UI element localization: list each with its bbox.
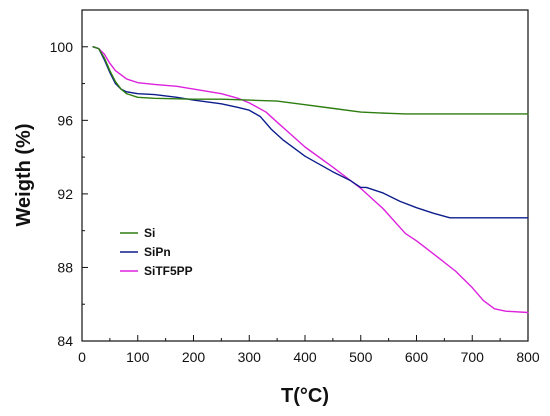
y-tick-label: 100: [50, 39, 74, 55]
axis-ticks: 0 100 200 300 400 500 600 700 800 84 88 92 96 100: [50, 39, 540, 365]
legend-label: Si: [144, 226, 155, 240]
x-tick-label: 400: [293, 349, 317, 365]
legend-label: SiTF5PP: [144, 264, 193, 278]
y-tick-label: 84: [57, 333, 73, 349]
plot-frame: [81, 9, 529, 342]
x-axis-title: T(°C): [281, 385, 329, 407]
y-axis-title: Weigth (%): [13, 124, 35, 227]
x-tick-label: 500: [349, 349, 373, 365]
x-tick-label: 100: [126, 349, 150, 365]
x-tick-label: 0: [78, 349, 86, 365]
series-lines: [92, 46, 529, 314]
legend: Si SiPn SiTF5PP: [120, 226, 193, 278]
y-tick-label: 88: [57, 259, 73, 275]
x-tick-label: 200: [182, 349, 206, 365]
x-tick-label: 800: [516, 349, 540, 365]
x-tick-label: 600: [405, 349, 429, 365]
x-tick-label: 300: [238, 349, 262, 365]
series-line-si: [92, 46, 529, 115]
legend-label: SiPn: [144, 245, 171, 259]
series-line-sitf5pp: [92, 46, 529, 314]
y-tick-label: 96: [57, 112, 73, 128]
series-line-sipn: [92, 46, 529, 219]
x-tick-label: 700: [461, 349, 485, 365]
y-tick-label: 92: [57, 186, 73, 202]
